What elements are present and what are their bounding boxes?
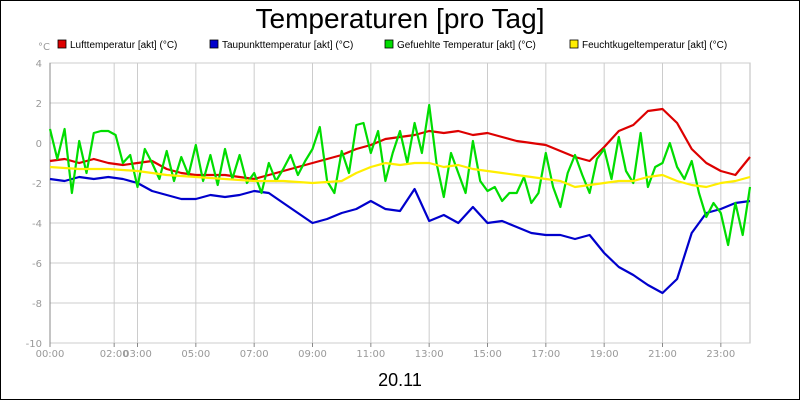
grid — [49, 62, 751, 344]
x-tick-label: 02:00 — [100, 349, 129, 360]
plot-area — [49, 62, 751, 344]
chart-title: Temperaturen [pro Tag] — [256, 3, 545, 34]
y-unit-label: °C — [38, 42, 50, 53]
x-tick-label: 13:00 — [415, 349, 444, 360]
y-tick-label: -2 — [32, 179, 42, 190]
y-tick-label: 2 — [36, 99, 42, 110]
x-tick-label: 19:00 — [590, 349, 619, 360]
y-tick-label: 4 — [36, 59, 42, 70]
legend-swatch-3 — [569, 39, 579, 49]
series-line-3 — [49, 161, 751, 189]
x-tick-label: 09:00 — [298, 349, 327, 360]
legend-swatch-0 — [57, 39, 67, 49]
legend-label-0: Lufttemperatur [akt] (°C) — [70, 40, 177, 51]
series-line-2 — [48, 103, 752, 247]
series-line-0 — [49, 107, 751, 181]
x-tick-label: 00:00 — [36, 349, 65, 360]
x-tick-label: 15:00 — [473, 349, 502, 360]
series-group — [48, 103, 752, 295]
x-tick-label: 17:00 — [531, 349, 560, 360]
y-tick-label: -6 — [32, 259, 42, 270]
x-tick-label: 05:00 — [181, 349, 210, 360]
y-tick-label: 0 — [36, 139, 42, 150]
series-line-1 — [49, 175, 751, 295]
x-tick-label: 03:00 — [123, 349, 152, 360]
legend-label-2: Gefuehlte Temperatur [akt] (°C) — [397, 40, 536, 51]
y-tick-label: -4 — [32, 219, 42, 230]
y-tick-label: -10 — [26, 339, 42, 350]
y-tick-label: -8 — [32, 299, 42, 310]
legend-label-3: Feuchtkugeltemperatur [akt] (°C) — [582, 40, 727, 51]
legend: Lufttemperatur [akt] (°C) Taupunkttempera… — [57, 39, 727, 51]
legend-label-1: Taupunkttemperatur [akt] (°C) — [222, 40, 353, 51]
x-tick-label: 23:00 — [706, 349, 735, 360]
x-tick-label: 07:00 — [240, 349, 269, 360]
x-tick-label: 11:00 — [356, 349, 385, 360]
date-label: 20.11 — [378, 370, 422, 390]
legend-swatch-2 — [384, 39, 394, 49]
legend-swatch-1 — [209, 39, 219, 49]
x-tick-label: 21:00 — [648, 349, 677, 360]
